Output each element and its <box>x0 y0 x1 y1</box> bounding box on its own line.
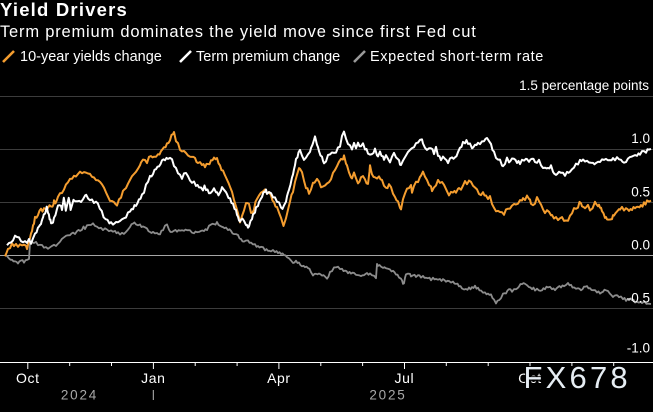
svg-text:2025: 2025 <box>369 388 406 403</box>
svg-text:Jul: Jul <box>395 370 415 386</box>
svg-text:Expected short-term rate: Expected short-term rate <box>370 49 544 65</box>
svg-text:Yield Drivers: Yield Drivers <box>0 0 128 20</box>
svg-text:Apr: Apr <box>267 370 291 386</box>
svg-text:0.0: 0.0 <box>631 237 650 252</box>
svg-text:1.0: 1.0 <box>631 131 650 146</box>
svg-text:FX678: FX678 <box>524 360 631 395</box>
svg-text:Term premium dominates the yie: Term premium dominates the yield move si… <box>0 23 477 41</box>
svg-text:0.5: 0.5 <box>631 184 650 199</box>
svg-text:Oct: Oct <box>16 370 40 386</box>
svg-text:-1.0: -1.0 <box>627 341 650 356</box>
svg-text:Oct: Oct <box>518 370 542 386</box>
svg-text:-0.5: -0.5 <box>627 290 650 305</box>
svg-text:2024: 2024 <box>61 388 98 403</box>
svg-text:FX678: FX678 <box>524 361 631 396</box>
svg-text:10-year yields change: 10-year yields change <box>20 49 162 65</box>
svg-text:1.5 percentage points: 1.5 percentage points <box>519 78 649 93</box>
svg-text:Term premium change: Term premium change <box>196 49 340 65</box>
svg-text:Jan: Jan <box>141 370 165 386</box>
